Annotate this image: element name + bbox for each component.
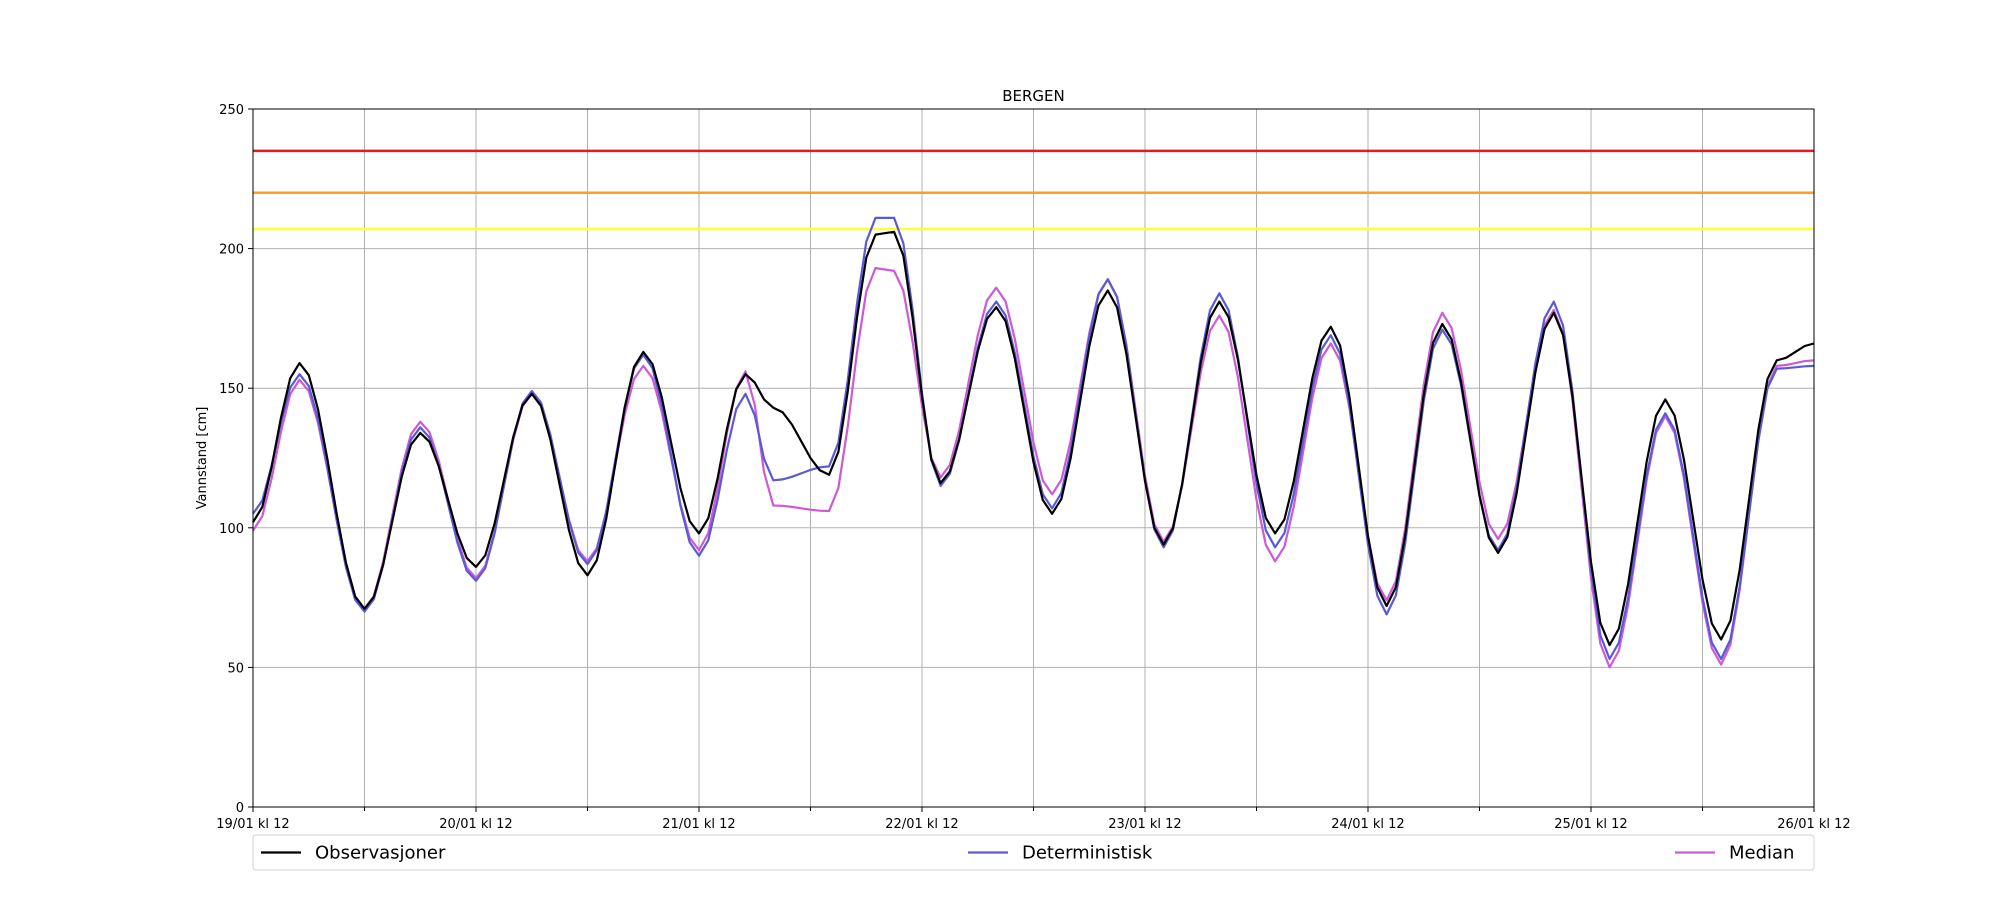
- legend-label: Deterministisk: [1022, 843, 1153, 864]
- series-lines: [252, 216, 1815, 669]
- legend-box: [252, 834, 1815, 871]
- x-tick-label: 25/01 kl 12: [1554, 817, 1627, 832]
- y-axis-label: Vannstand [cm]: [195, 407, 210, 510]
- x-tick-label: 19/01 kl 12: [216, 817, 289, 832]
- x-tick-label: 23/01 kl 12: [1108, 817, 1181, 832]
- series-line-observasjoner: [252, 230, 1815, 647]
- y-tick-label: 0: [236, 801, 244, 816]
- x-tick-label: 21/01 kl 12: [662, 817, 735, 832]
- y-tick-label: 200: [219, 243, 244, 258]
- legend-label: Observasjoner: [315, 843, 446, 864]
- y-tick-label: 100: [219, 522, 244, 537]
- x-tick-label: 24/01 kl 12: [1331, 817, 1404, 832]
- x-tick-label: 20/01 kl 12: [439, 817, 512, 832]
- x-tick-label: 22/01 kl 12: [885, 817, 958, 832]
- chart-title: BERGEN: [1002, 87, 1065, 105]
- y-axis: 0 50 100 150 200 250: [219, 103, 253, 816]
- legend: Observasjoner Deterministisk Median: [252, 834, 1815, 871]
- y-tick-label: 50: [227, 661, 244, 676]
- y-tick-label: 250: [219, 103, 244, 118]
- y-tick-label: 150: [219, 382, 244, 397]
- legend-label: Median: [1729, 843, 1794, 864]
- x-tick-label: 26/01 kl 12: [1777, 817, 1850, 832]
- x-axis: 19/01 kl 12 20/01 kl 12 21/01 kl 12 22/01 k…: [216, 807, 1851, 832]
- threshold-lines: [253, 149, 1814, 231]
